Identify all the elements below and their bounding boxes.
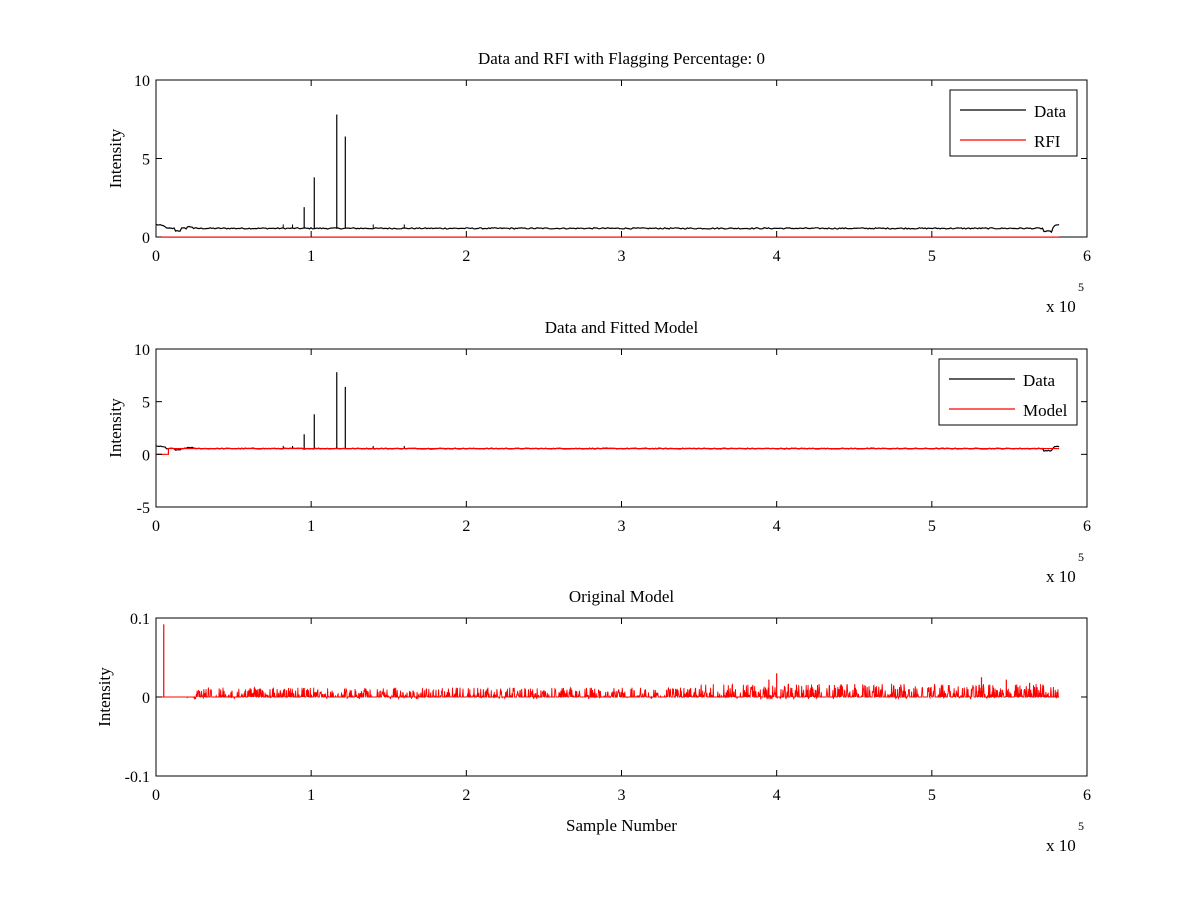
plot-frame xyxy=(155,79,1088,238)
y-tick-label: 0 xyxy=(142,690,150,707)
legend-box xyxy=(938,358,1078,426)
plot-area xyxy=(156,372,1060,455)
series-data xyxy=(156,114,1060,234)
x-tick-label: 2 xyxy=(462,787,470,804)
x-tick-label: 6 xyxy=(1083,518,1091,535)
plot-area xyxy=(156,624,1060,701)
y-tick-label: 5 xyxy=(142,395,150,412)
x-tick-label: 0 xyxy=(152,248,160,265)
x-tick-label: 0 xyxy=(152,787,160,804)
x-tick-label: 5 xyxy=(928,518,936,535)
legend: Data RFI xyxy=(949,89,1078,157)
x-axis-exponent: 5 xyxy=(1078,819,1084,833)
x-tick-label: 6 xyxy=(1083,248,1091,265)
x-axis-multiplier: x 10 xyxy=(1046,297,1076,316)
y-tick-label: 0 xyxy=(142,447,150,464)
legend-label-1: Data xyxy=(1023,371,1056,390)
x-tick-label: 2 xyxy=(462,518,470,535)
x-tick-label: 4 xyxy=(773,518,781,535)
x-tick-label: 1 xyxy=(307,787,315,804)
series-model xyxy=(156,624,1060,701)
x-axis-label: Sample Number xyxy=(566,816,677,835)
x-axis-multiplier: x 10 xyxy=(1046,836,1076,855)
series-model xyxy=(156,447,1060,455)
y-tick-label: -5 xyxy=(137,500,150,517)
y-axis-label: Intensity xyxy=(106,128,125,188)
series-line xyxy=(156,223,1060,234)
series-line xyxy=(156,683,1060,701)
x-tick-label: 1 xyxy=(307,518,315,535)
y-tick-label: 10 xyxy=(134,73,150,90)
legend-box xyxy=(949,89,1078,157)
x-tick-label: 5 xyxy=(928,248,936,265)
x-tick-label: 3 xyxy=(618,787,626,804)
y-tick-label: 0 xyxy=(142,230,150,247)
legend: Data Model xyxy=(938,358,1078,426)
x-tick-label: 6 xyxy=(1083,787,1091,804)
chart-title: Data and RFI with Flagging Percentage: 0 xyxy=(478,49,765,68)
y-axis-label: Intensity xyxy=(95,667,114,727)
x-tick-label: 4 xyxy=(773,248,781,265)
chart-title: Data and Fitted Model xyxy=(545,318,699,337)
y-tick-label: 10 xyxy=(134,342,150,359)
y-axis-label: Intensity xyxy=(106,398,125,458)
x-tick-label: 5 xyxy=(928,787,936,804)
x-tick-label: 3 xyxy=(618,518,626,535)
x-axis-multiplier: x 10 xyxy=(1046,567,1076,586)
x-tick-label: 0 xyxy=(152,518,160,535)
x-tick-label: 1 xyxy=(307,248,315,265)
x-tick-label: 3 xyxy=(618,248,626,265)
legend-label-2: RFI xyxy=(1034,132,1061,151)
y-tick-label: -0.1 xyxy=(125,769,150,786)
plot-frame xyxy=(155,348,1088,508)
x-tick-label: 4 xyxy=(773,787,781,804)
y-tick-label: 0.1 xyxy=(130,611,150,628)
chart-title: Original Model xyxy=(569,587,675,606)
legend-label-1: Data xyxy=(1034,102,1067,121)
series-line xyxy=(156,447,1060,455)
panel-1: 0 1 2 3 4 5 6 0 5 10 Data and RFI with Flagging Pe… xyxy=(106,49,1091,316)
y-tick-label: 5 xyxy=(142,152,150,169)
x-tick-label: 2 xyxy=(462,248,470,265)
legend-label-2: Model xyxy=(1023,401,1068,420)
x-axis-exponent: 5 xyxy=(1078,550,1084,564)
x-axis-exponent: 5 xyxy=(1078,280,1084,294)
plot-area xyxy=(156,114,1060,237)
